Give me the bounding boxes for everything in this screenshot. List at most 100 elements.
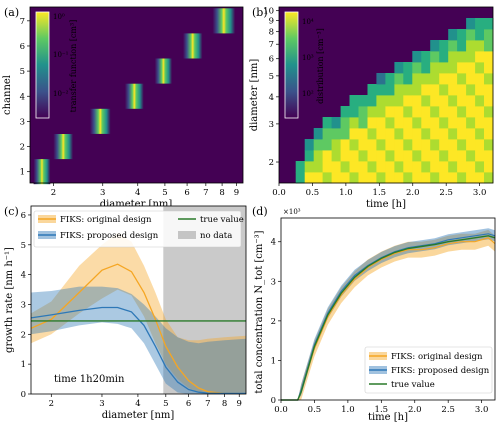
dist-cell (430, 150, 440, 162)
dist-cell (376, 172, 386, 184)
panel-c-annotation: time 1h20min (54, 374, 125, 385)
dist-cell (412, 84, 422, 96)
dist-cell (322, 161, 332, 173)
dist-cell (385, 106, 395, 118)
dist-cell (421, 106, 431, 118)
a-ytick-label-1: 2 (20, 143, 25, 153)
dist-cell (349, 172, 359, 184)
dist-cell (403, 62, 413, 74)
panel-a-colorbar (35, 11, 50, 119)
dist-cell (349, 106, 359, 118)
dist-cell (403, 73, 413, 85)
dist-cell (439, 172, 449, 184)
a-ytick-label-2: 3 (20, 117, 25, 127)
dist-cell (421, 128, 431, 140)
dist-cell (322, 139, 332, 151)
panel-d-legend: FIKS: original design FIKS: proposed des… (364, 346, 493, 394)
dist-cell (295, 172, 306, 184)
dist-cell (439, 40, 449, 52)
dist-cell (322, 150, 332, 162)
dist-cell (475, 40, 485, 52)
dist-cell (457, 117, 467, 129)
dist-cell (430, 62, 440, 74)
panel-a-cells (33, 8, 236, 185)
a-ytick-label-0: 1 (20, 168, 25, 178)
legend-c-nodata-label: no data (200, 231, 232, 241)
d-ytick-label-3: 3 (271, 277, 276, 287)
dist-cell (439, 117, 449, 129)
b-ytick-label-6: 8 (269, 28, 274, 38)
dist-cell (340, 128, 350, 140)
dist-cell (412, 150, 422, 162)
dist-cell (466, 117, 476, 129)
c-band-1 (31, 286, 246, 394)
d-ytick-label-4: 4 (271, 238, 276, 248)
dist-cell (430, 40, 440, 52)
b-xtick-label-6: 3.0 (473, 188, 487, 198)
panel-a-frame (29, 6, 244, 184)
dist-cell (457, 128, 467, 140)
dist-cell (412, 161, 422, 173)
dist-cell (376, 150, 386, 162)
dist-cell (358, 117, 368, 129)
dist-cell (394, 117, 404, 129)
dist-cell (376, 161, 386, 173)
dist-cell (466, 62, 476, 74)
c-xtick-label-7: 9 (237, 399, 242, 409)
dist-cell (412, 62, 422, 74)
dist-cell (448, 161, 458, 173)
dist-cell (421, 150, 431, 162)
dist-cell (349, 150, 359, 162)
dist-cell (367, 161, 377, 173)
dist-cell (439, 106, 449, 118)
dist-cell (421, 95, 431, 107)
b-ytick-label-5: 7 (269, 40, 274, 50)
c-xtick-label-4: 6 (186, 399, 191, 409)
c-xtick-label-6: 8 (222, 399, 227, 409)
legend-c-prop-label: FIKS: proposed design (60, 231, 159, 241)
dist-cell (367, 84, 377, 96)
panel-c-frame (30, 205, 247, 395)
dist-cell (448, 29, 458, 41)
d-xtick-label-2: 1.0 (341, 405, 355, 415)
dist-cell (421, 161, 431, 173)
a-ytick-label-3: 4 (20, 92, 25, 102)
dist-cell (358, 150, 368, 162)
dist-cell (304, 161, 315, 173)
panel-a-cbar-tick-1: 10⁻¹ (53, 51, 69, 59)
dist-cell (340, 106, 350, 118)
dist-cell (313, 139, 324, 151)
dist-cell (313, 128, 324, 140)
dist-cell (484, 84, 494, 96)
panel-b-label: (b) (252, 6, 268, 19)
dist-cell (331, 139, 341, 151)
dist-cell (475, 172, 485, 184)
channel-band-5 (154, 58, 172, 84)
panel-d-offset-text: ×10³ (283, 208, 301, 216)
b-xtick-label-4: 2.0 (406, 188, 420, 198)
dist-cell (313, 172, 324, 184)
dist-cell (367, 128, 377, 140)
dist-cell (304, 150, 315, 162)
dist-cell (448, 139, 458, 151)
panel-a-cbar-label: transfer function [cm³] (69, 20, 78, 113)
dist-cell (430, 128, 440, 140)
a-ytick-label-4: 5 (20, 67, 25, 77)
dist-cell (421, 139, 431, 151)
dist-cell (430, 51, 440, 63)
dist-cell (430, 139, 440, 151)
dist-cell (484, 29, 494, 41)
panel-a-cbar-tick-2: 10⁻² (53, 90, 69, 98)
legend-c-nodata-swatch (178, 231, 196, 239)
dist-cell (457, 161, 467, 173)
dist-cell (412, 117, 422, 129)
a-ytick-label-5: 6 (20, 42, 25, 52)
dist-cell (475, 84, 485, 96)
dist-cell (484, 18, 494, 30)
dist-cell (385, 84, 395, 96)
channel-band-4 (124, 83, 144, 109)
dist-cell (439, 62, 449, 74)
dist-cell (439, 95, 449, 107)
